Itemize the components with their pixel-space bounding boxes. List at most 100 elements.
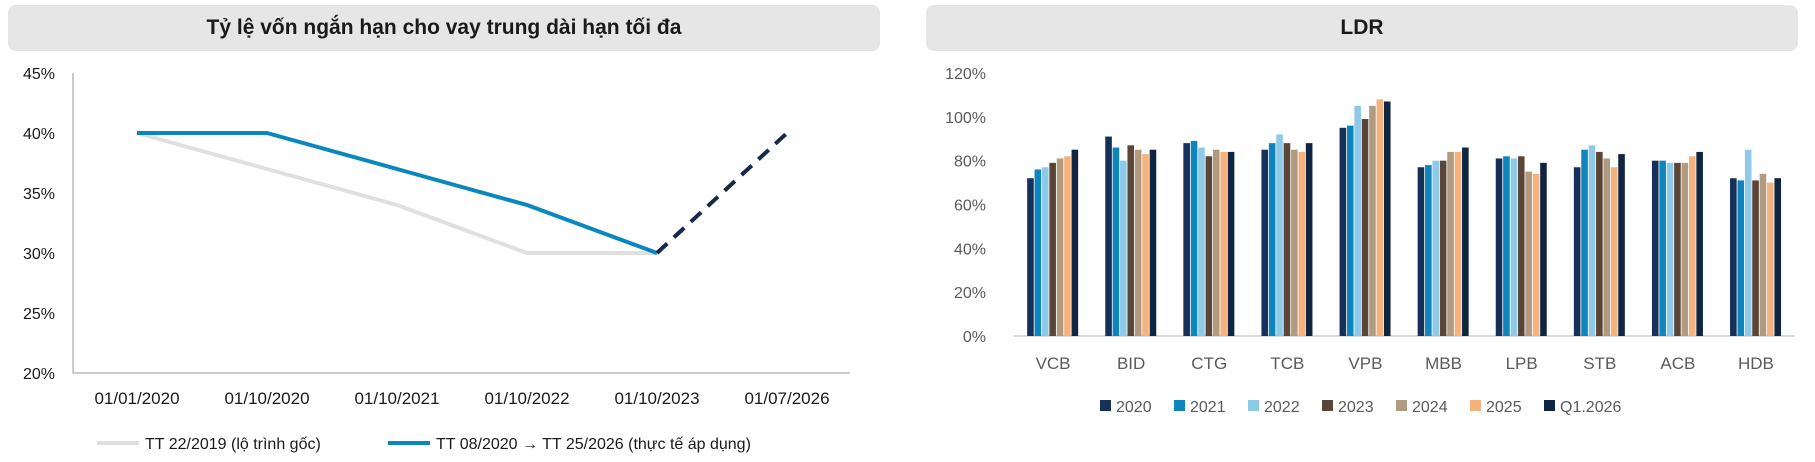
legend-label-2020: 2020 <box>1116 399 1152 416</box>
x-tick-label: 01/10/2020 <box>224 389 309 408</box>
legend-label-2023: 2023 <box>1338 399 1374 416</box>
bar-tcb-2022 <box>1276 134 1283 336</box>
bar-mbb-q1.2026 <box>1462 147 1469 336</box>
bar-tcb-2024 <box>1291 149 1298 336</box>
bar-stb-2025 <box>1610 167 1618 336</box>
x-tick-label: BID <box>1117 354 1145 373</box>
bar-stb-q1.2026 <box>1618 154 1625 336</box>
bar-mbb-2022 <box>1432 160 1440 336</box>
bar-hdb-2025 <box>1767 182 1774 336</box>
y-tick-label: 60% <box>954 198 986 215</box>
x-tick-label: ACB <box>1660 354 1695 373</box>
legend-label-2022: 2022 <box>1264 399 1300 416</box>
bar-vcb-2021 <box>1034 169 1042 336</box>
bar-hdb-2023 <box>1752 180 1759 336</box>
bar-tcb-2021 <box>1268 143 1276 336</box>
line-chart-title: Tỷ lệ vốn ngắn hạn cho vay trung dài hạn… <box>8 5 880 51</box>
bar-acb-q1.2026 <box>1696 151 1703 336</box>
bar-ctg-q1.2026 <box>1227 151 1235 336</box>
bar-mbb-2025 <box>1454 151 1462 336</box>
y-tick-label: 80% <box>954 154 986 171</box>
bar-ctg-2021 <box>1190 140 1198 336</box>
bar-acb-2021 <box>1659 160 1666 336</box>
legend-swatch-2023 <box>1322 400 1333 411</box>
bar-tcb-2020 <box>1261 149 1269 336</box>
bar-bid-q1.2026 <box>1149 149 1157 336</box>
bar-acb-2022 <box>1666 162 1674 336</box>
bar-vpb-2023 <box>1361 119 1369 337</box>
bar-ctg-2025 <box>1220 151 1227 336</box>
y-tick-label: 25% <box>23 306 55 323</box>
x-tick-label: HDB <box>1738 354 1774 373</box>
bar-lpb-2022 <box>1510 158 1518 336</box>
projection-dashed-line <box>655 131 789 255</box>
bar-stb-2023 <box>1596 151 1603 336</box>
bar-hdb-2022 <box>1744 149 1752 336</box>
bar-lpb-q1.2026 <box>1540 162 1547 336</box>
bar-vcb-2020 <box>1027 178 1034 336</box>
legend-label-1: TT 08/2020 → TT 25/2026 (thực tế áp dụng… <box>436 436 751 453</box>
x-tick-label: VPB <box>1348 354 1382 373</box>
legend-swatch-2025 <box>1470 400 1481 411</box>
bar-vpb-2024 <box>1369 105 1376 336</box>
bar-chart-panel: LDR 0% 20% 40% 60% 80% 100% 120% VCB BID CTG TCB VP… <box>918 0 1815 462</box>
bar-chart-title: LDR <box>926 5 1798 51</box>
bar-lpb-2020 <box>1495 158 1503 336</box>
bar-stb-2020 <box>1573 167 1581 336</box>
bar-lpb-2024 <box>1525 171 1532 336</box>
bar-ctg-2024 <box>1212 149 1220 336</box>
bar-vpb-q1.2026 <box>1383 101 1391 336</box>
bar-stb-2022 <box>1588 145 1596 336</box>
bar-acb-2020 <box>1651 160 1659 336</box>
bar-bid-2022 <box>1120 160 1127 336</box>
bar-ctg-2023 <box>1205 156 1213 336</box>
bar-hdb-2024 <box>1759 173 1767 336</box>
x-tick-label: TCB <box>1270 354 1304 373</box>
bar-vcb-2024 <box>1056 158 1064 336</box>
bar-bid-2021 <box>1112 147 1120 336</box>
legend-label-2024: 2024 <box>1412 399 1448 416</box>
bar-mbb-2021 <box>1425 165 1432 336</box>
x-tick-label: 01/07/2026 <box>744 389 829 408</box>
y-tick-label: 120% <box>945 66 986 83</box>
y-tick-label: 40% <box>954 241 986 258</box>
bar-mbb-2024 <box>1447 151 1454 336</box>
bar-hdb-2020 <box>1730 178 1737 336</box>
bar-chart: 0% 20% 40% 60% 80% 100% 120% VCB BID CTG TCB VPB MBB… <box>945 66 1795 416</box>
bar-stb-2024 <box>1603 158 1611 336</box>
bar-bid-2025 <box>1142 154 1149 336</box>
bar-vpb-2021 <box>1346 125 1354 336</box>
bar-mbb-2020 <box>1417 167 1425 336</box>
bar-vcb-2023 <box>1049 162 1056 336</box>
legend-swatch-2024 <box>1396 400 1407 411</box>
bar-ctg-2022 <box>1198 147 1205 336</box>
x-tick-label: CTG <box>1191 354 1227 373</box>
bar-vcb-2022 <box>1041 167 1049 336</box>
bar-lpb-2025 <box>1532 173 1540 336</box>
legend-swatch-2022 <box>1248 400 1259 411</box>
x-tick-label: VCB <box>1036 354 1071 373</box>
legend-swatch-2021 <box>1174 400 1185 411</box>
bar-acb-2023 <box>1674 162 1681 336</box>
bar-ctg-2020 <box>1183 143 1190 336</box>
y-tick-label: 20% <box>954 285 986 302</box>
x-tick-label: LPB <box>1506 354 1538 373</box>
y-tick-label: 20% <box>23 366 55 383</box>
bar-vcb-q1.2026 <box>1071 149 1079 336</box>
bar-hdb-q1.2026 <box>1774 178 1782 336</box>
bar-vpb-2022 <box>1354 105 1361 336</box>
bar-lpb-2023 <box>1517 156 1525 336</box>
y-tick-label: 45% <box>23 66 55 83</box>
legend-label-2021: 2021 <box>1190 399 1226 416</box>
bar-vpb-2025 <box>1376 99 1384 336</box>
bar-stb-2021 <box>1581 149 1588 336</box>
x-tick-label: 01/10/2021 <box>354 389 439 408</box>
bar-mbb-2023 <box>1439 160 1447 336</box>
x-tick-label: 01/10/2022 <box>484 389 569 408</box>
series-line-0 <box>136 131 657 255</box>
line-chart-panel: Tỷ lệ vốn ngắn hạn cho vay trung dài hạn… <box>0 0 900 462</box>
y-tick-label: 0% <box>963 329 986 346</box>
bar-tcb-2025 <box>1298 151 1306 336</box>
legend-label-q1.2026: Q1.2026 <box>1560 399 1621 416</box>
bar-lpb-2021 <box>1503 156 1510 336</box>
